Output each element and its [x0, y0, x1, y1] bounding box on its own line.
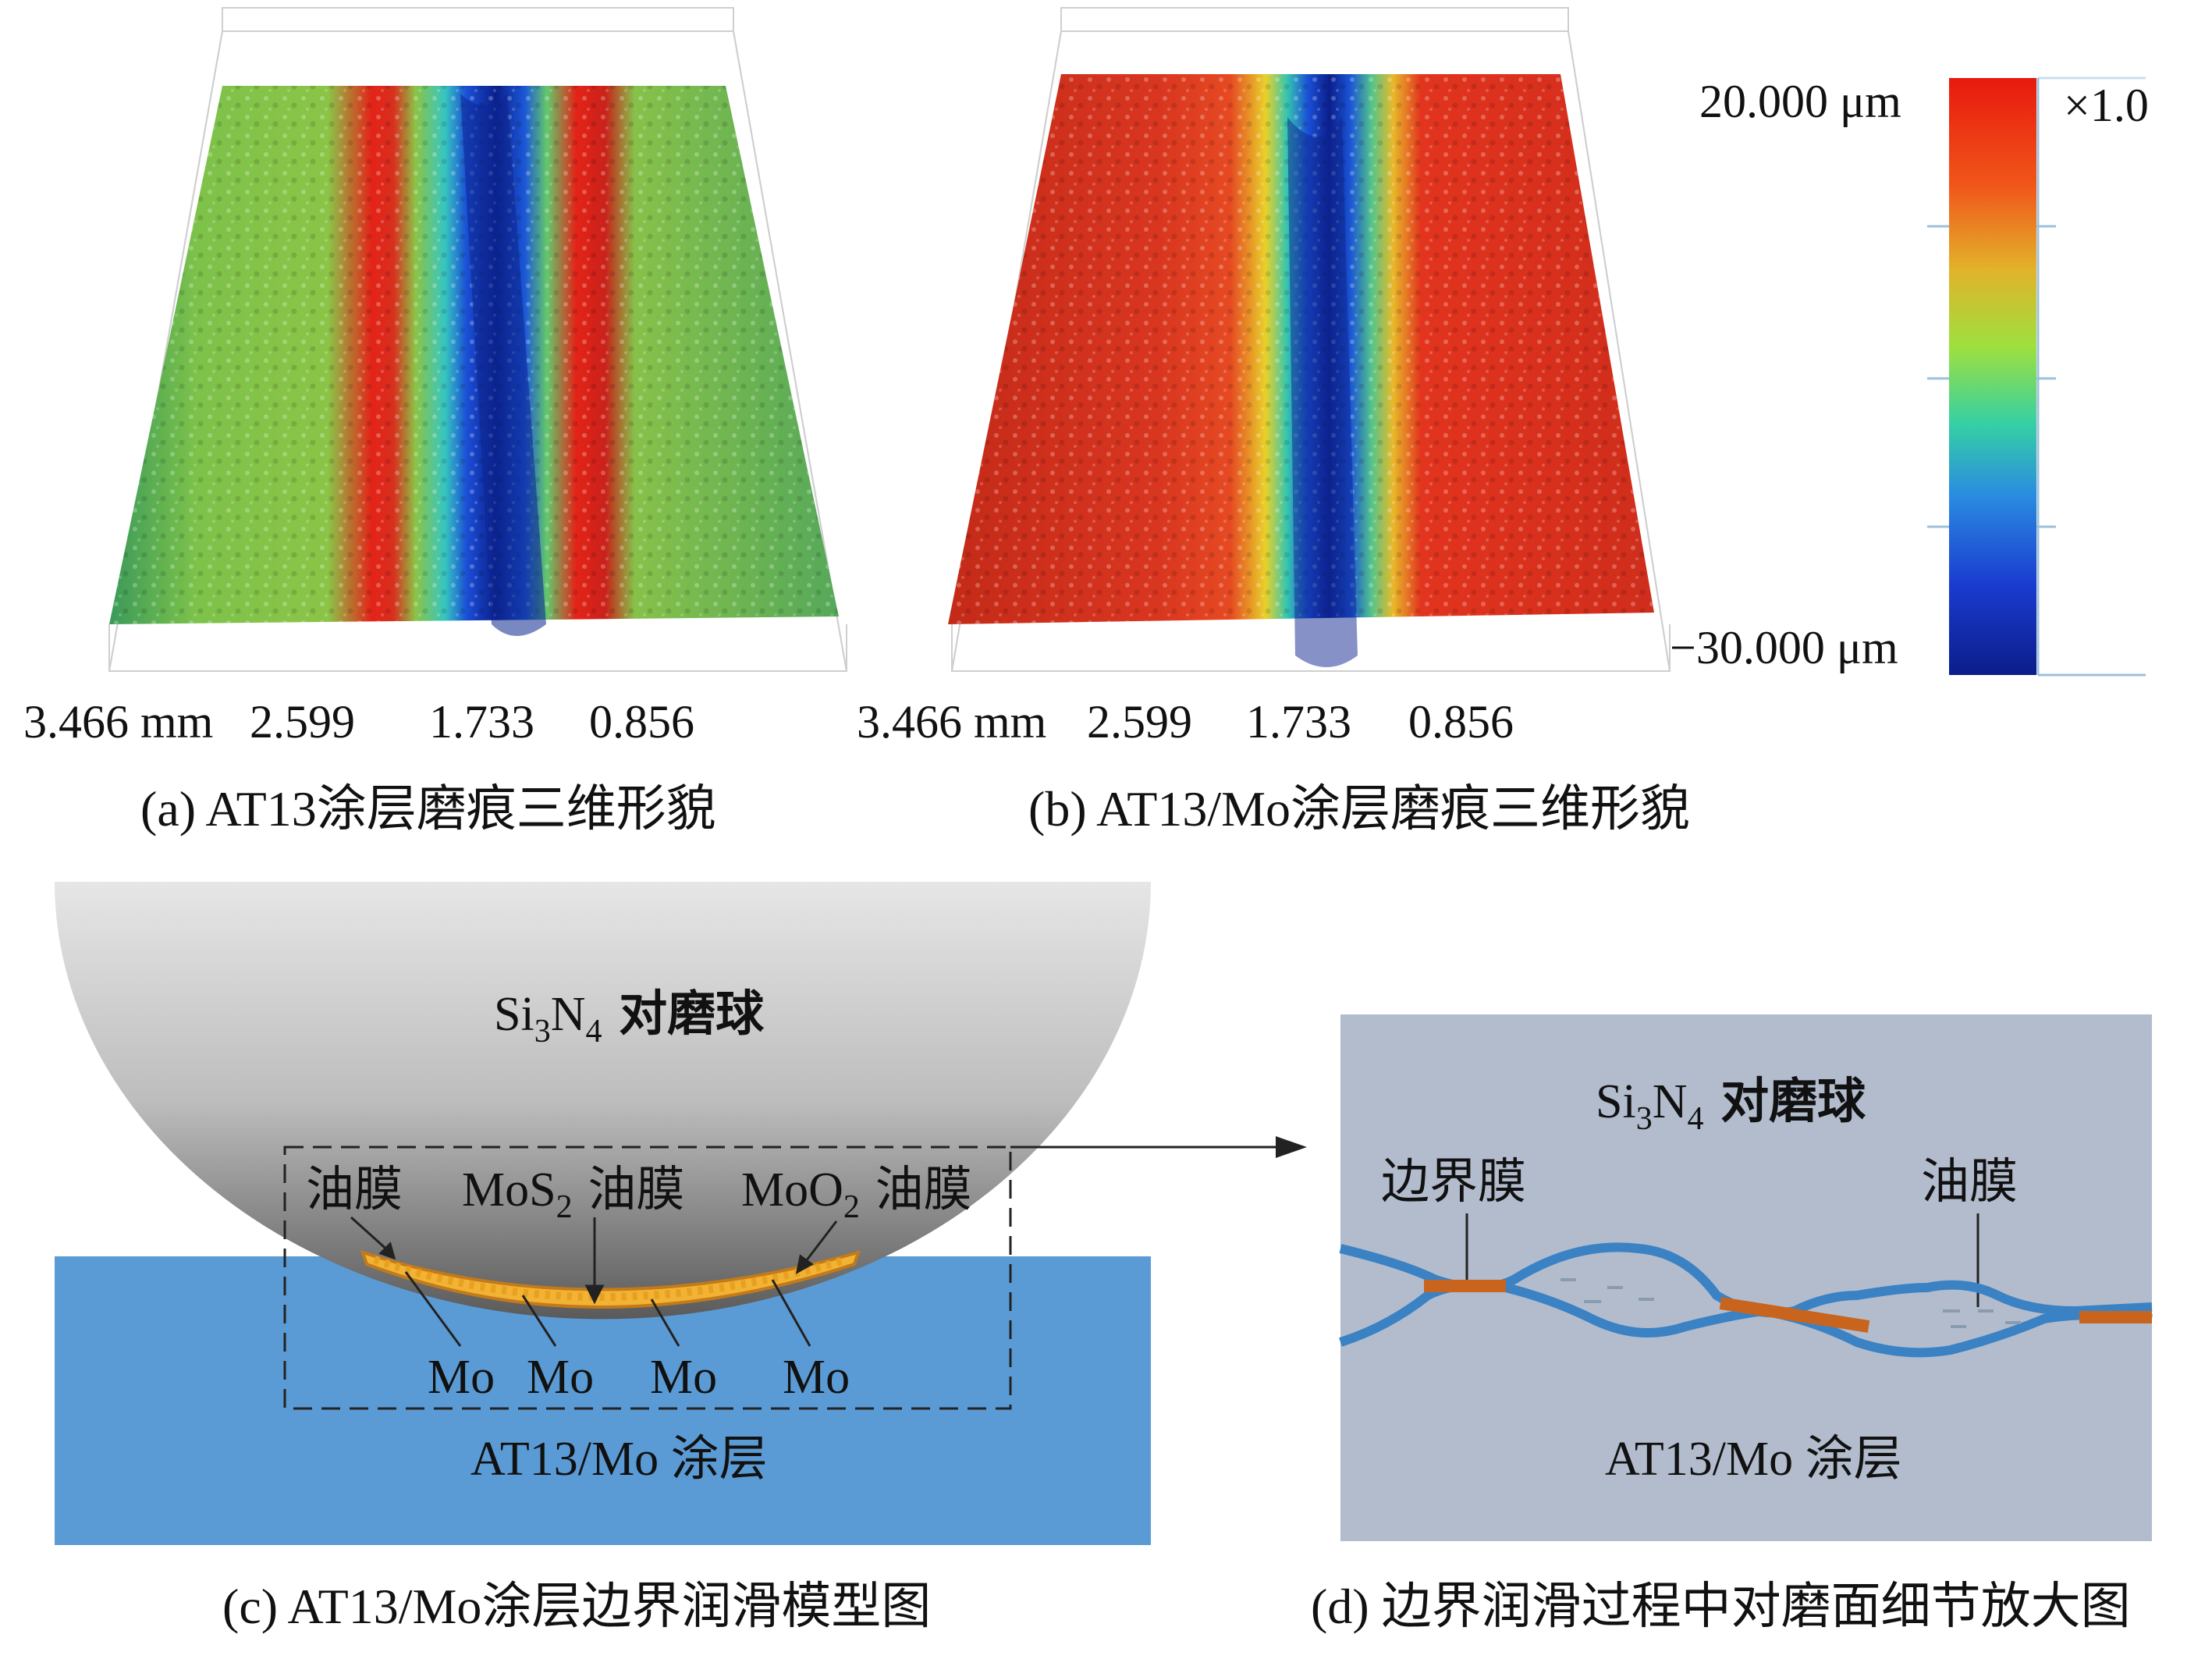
panel-d-oil-marks: [1560, 1278, 2021, 1328]
panel-d-boundary-film-label: 边界膜: [1381, 1156, 1526, 1209]
panel-c-mo-label-2: Mo: [527, 1351, 594, 1404]
panel-a-tick-4: 0.856: [589, 696, 694, 748]
zoom-arrow: [1010, 1136, 1307, 1158]
panel-c-lubricant-film: [360, 1249, 861, 1309]
panel-b-caption: (b) AT13/Mo涂层磨痕三维形貌: [1028, 781, 1690, 837]
panel-b-tick-1: 3.466 mm: [857, 696, 1046, 748]
panel-a-tick-3: 1.733: [429, 696, 534, 748]
panel-c-moo2-label: MoO2 油膜: [741, 1160, 972, 1225]
panel-c-model: Si3N4 对磨球 油膜 MoS2 油膜 MoO2 油膜 Mo Mo Mo Mo…: [55, 882, 1307, 1545]
panel-a-tick-2: 2.599: [250, 696, 355, 748]
panel-c-caption: (c) AT13/Mo涂层边界润滑模型图: [222, 1579, 931, 1634]
panel-a-wear-groove: [460, 94, 546, 636]
colorbar-max-label: 20.000 μm: [1699, 76, 1901, 127]
colorbar-axis: [1927, 76, 2146, 677]
panel-c-mos2-label: MoS2 油膜: [462, 1160, 684, 1225]
panel-c-coating-label: AT13/Mo 涂层: [470, 1433, 768, 1486]
panel-c-leader-lines: [350, 1216, 838, 1347]
panel-a-texture: [109, 86, 839, 624]
panel-d-contact-patch-2: [1719, 1297, 1870, 1333]
panel-c-zoom-box: [283, 1146, 1012, 1410]
panel-c-film-detail: [373, 1256, 848, 1301]
colorbar-scale-label: ×1.0: [2064, 80, 2149, 131]
panel-d-oil-film-label: 油膜: [1921, 1156, 2018, 1209]
panel-b-tick-3: 1.733: [1246, 696, 1351, 748]
panel-a-caption: (a) AT13涂层磨痕三维形貌: [140, 781, 716, 837]
panel-a-axis: 3.466 mm 2.599 1.733 0.856: [23, 696, 694, 748]
panel-c-mo-label-1: Mo: [428, 1351, 495, 1404]
panel-c-oil-film-label-1: 油膜: [306, 1163, 403, 1217]
panel-c-ball-label: Si3N4 对磨球: [494, 985, 765, 1050]
panel-b-tick-4: 0.856: [1408, 696, 1514, 748]
panel-c-mo-label-3: Mo: [650, 1351, 717, 1404]
panel-d-background: [1340, 1014, 2152, 1541]
panel-c-mo-label-4: Mo: [783, 1351, 850, 1404]
panel-a-3d-surface: [108, 7, 848, 672]
panel-d-ball-label: Si3N4 对磨球: [1596, 1072, 1866, 1137]
panel-d-caption: (d) 边界润滑过程中对磨面细节放大图: [1311, 1579, 2131, 1634]
panel-d-coating-label: AT13/Mo 涂层: [1605, 1433, 1902, 1486]
panel-d-detail: Si3N4 对磨球 边界膜 油膜 AT13/Mo 涂层: [1339, 1014, 2153, 1541]
panel-b-axis: 3.466 mm 2.599 1.733 0.856: [857, 696, 1514, 748]
colorbar-gradient: [1949, 78, 2036, 675]
colorbar: 20.000 μm −30.000 μm ×1.0: [1670, 76, 2149, 677]
panel-b-tick-2: 2.599: [1087, 696, 1192, 748]
panel-c-counter-ball: [55, 882, 1151, 1320]
panel-a-tick-1: 3.466 mm: [23, 696, 213, 748]
colorbar-min-label: −30.000 μm: [1670, 622, 1898, 673]
panel-b-3d-surface: [948, 7, 1671, 672]
panel-b-wear-groove: [1287, 117, 1358, 667]
